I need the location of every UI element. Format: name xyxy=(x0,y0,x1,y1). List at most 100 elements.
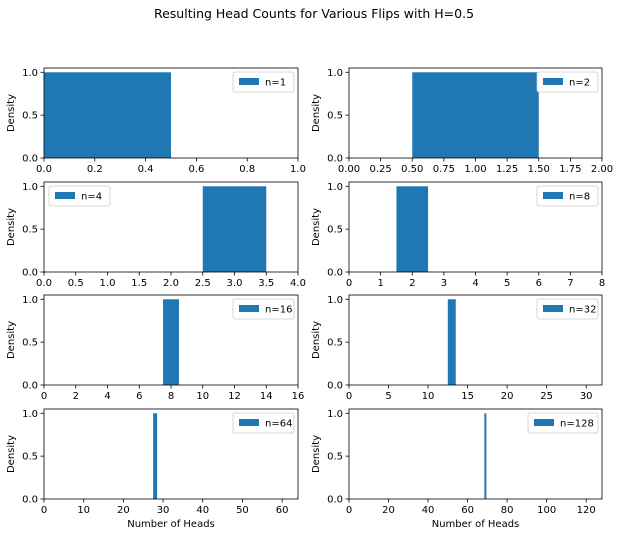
legend-label: n=1 xyxy=(265,78,286,89)
x-tick-label: 25 xyxy=(540,391,553,402)
x-tick-label: 3 xyxy=(441,278,447,289)
x-tick-label: 0 xyxy=(346,391,352,402)
subplot-4: 0 1 2 3 4 5 6 7 8 0.0 0.5 1.0 Density n=8 xyxy=(311,181,605,289)
x-tick-label: 60 xyxy=(276,505,289,516)
y-tick-label: 1.0 xyxy=(22,295,38,306)
x-tick-label: 0.6 xyxy=(188,164,204,175)
x-tick-label: 8 xyxy=(599,278,605,289)
y-tick-label: 0.0 xyxy=(327,495,343,506)
y-axis-label: Density xyxy=(311,435,322,473)
x-tick-label: 0 xyxy=(346,278,352,289)
legend: n=4 xyxy=(48,185,111,207)
y-tick-label: 0.0 xyxy=(327,154,343,165)
y-tick-label: 0.5 xyxy=(22,338,38,349)
x-tick-label: 15 xyxy=(461,391,474,402)
x-tick-label: 4 xyxy=(104,391,110,402)
legend-swatch xyxy=(239,305,259,312)
y-tick-label: 0.0 xyxy=(22,381,38,392)
x-tick-label: 60 xyxy=(461,505,474,516)
x-tick-label: 0.2 xyxy=(87,164,103,175)
legend-box xyxy=(48,185,111,207)
x-tick-label: 30 xyxy=(580,391,593,402)
x-tick-label: 2.0 xyxy=(163,278,179,289)
x-tick-label: 0.5 xyxy=(68,278,84,289)
histogram-bar xyxy=(396,186,429,272)
legend-swatch xyxy=(55,192,75,199)
y-tick-label: 1.0 xyxy=(22,409,38,420)
y-tick-label: 1.0 xyxy=(22,68,38,79)
legend-swatch xyxy=(239,78,259,85)
subplot-2: 0.00 0.25 0.50 0.75 1.00 1.25 1.50 1.75 2.00 0.0 0… xyxy=(311,67,613,175)
x-tick-label: 1 xyxy=(377,278,383,289)
x-tick-label: 20 xyxy=(117,505,130,516)
x-tick-label: 5 xyxy=(504,278,510,289)
x-tick-label: 16 xyxy=(292,391,305,402)
x-tick-label: 1.75 xyxy=(559,164,581,175)
x-tick-label: 0 xyxy=(41,391,47,402)
subplot-5: 0 2 4 6 8 10 12 14 16 0.0 0.5 1.0 Density n=16 xyxy=(6,294,305,402)
x-tick-label: 10 xyxy=(422,391,435,402)
legend-box xyxy=(232,71,295,93)
y-tick-label: 0.5 xyxy=(327,111,343,122)
legend-swatch xyxy=(543,305,563,312)
subplot-3: 0.0 0.5 1.0 1.5 2.0 2.5 3.0 3.5 4.0 0.0 0.5 1.0 Dens… xyxy=(6,181,306,289)
x-tick-label: 0 xyxy=(41,505,47,516)
legend-label: n=16 xyxy=(265,305,292,316)
y-tick-label: 0.5 xyxy=(327,225,343,236)
y-tick-label: 0.0 xyxy=(22,268,38,279)
y-tick-label: 0.0 xyxy=(327,268,343,279)
x-tick-label: 7 xyxy=(567,278,573,289)
legend-box xyxy=(536,71,599,93)
x-tick-label: 10 xyxy=(196,391,209,402)
x-tick-label: 1.0 xyxy=(100,278,116,289)
x-tick-label: 0.0 xyxy=(36,278,52,289)
x-tick-label: 2.00 xyxy=(591,164,613,175)
y-axis-label: Density xyxy=(311,94,322,132)
x-tick-label: 0.8 xyxy=(239,164,255,175)
y-tick-label: 1.0 xyxy=(327,182,343,193)
y-tick-label: 1.0 xyxy=(22,182,38,193)
axes-frame xyxy=(43,408,299,500)
x-tick-label: 8 xyxy=(168,391,174,402)
x-axis-label: Number of Heads xyxy=(127,519,215,530)
y-tick-label: 0.0 xyxy=(22,154,38,165)
histogram-bar xyxy=(153,413,158,499)
x-tick-label: 30 xyxy=(157,505,170,516)
x-tick-label: 1.25 xyxy=(496,164,518,175)
x-tick-label: 0.50 xyxy=(401,164,423,175)
x-tick-label: 20 xyxy=(501,391,514,402)
legend-label: n=128 xyxy=(560,419,594,430)
y-tick-label: 1.0 xyxy=(327,295,343,306)
legend-box xyxy=(527,412,599,434)
subplot-7: 0 10 20 30 40 50 60 0.0 0.5 1.0 Density Number of H… xyxy=(6,408,299,530)
y-tick-label: 0.5 xyxy=(22,111,38,122)
x-tick-label: 5 xyxy=(385,391,391,402)
x-axis-label: Number of Heads xyxy=(432,519,520,530)
legend-box xyxy=(536,185,599,207)
histogram-bar xyxy=(44,72,171,158)
legend-swatch xyxy=(543,78,563,85)
y-tick-label: 0.5 xyxy=(327,338,343,349)
x-tick-label: 40 xyxy=(196,505,209,516)
legend-label: n=4 xyxy=(81,192,102,203)
x-tick-label: 100 xyxy=(537,505,556,516)
legend-box xyxy=(232,298,295,320)
x-tick-label: 0.4 xyxy=(138,164,154,175)
y-axis-label: Density xyxy=(6,208,17,246)
y-tick-label: 1.0 xyxy=(327,409,343,420)
axes-frame xyxy=(348,408,603,500)
legend-label: n=8 xyxy=(569,192,590,203)
x-tick-label: 6 xyxy=(536,278,542,289)
legend: n=64 xyxy=(232,412,295,434)
x-tick-label: 0.75 xyxy=(433,164,455,175)
y-axis-label: Density xyxy=(311,208,322,246)
y-axis-label: Density xyxy=(6,94,17,132)
y-axis-label: Density xyxy=(6,435,17,473)
legend: n=16 xyxy=(232,298,295,320)
legend-box xyxy=(232,412,295,434)
x-tick-label: 50 xyxy=(236,505,249,516)
y-axis-label: Density xyxy=(311,321,322,359)
histogram-bar xyxy=(163,299,179,385)
axes-frame xyxy=(348,294,603,386)
legend: n=2 xyxy=(536,71,599,93)
